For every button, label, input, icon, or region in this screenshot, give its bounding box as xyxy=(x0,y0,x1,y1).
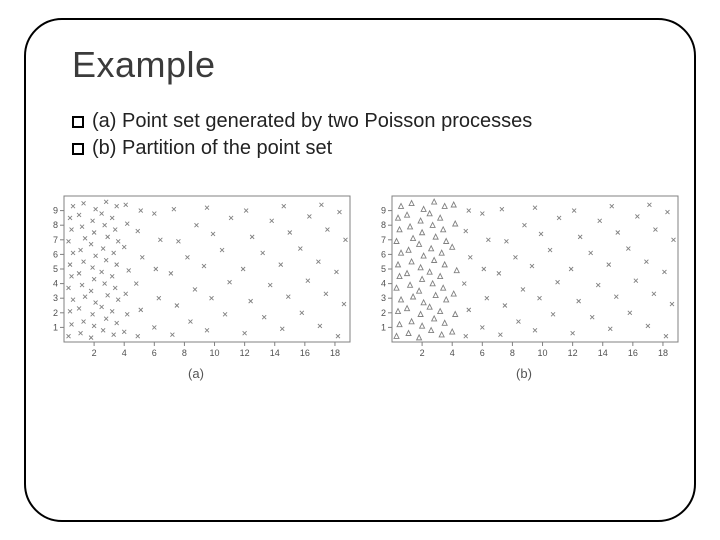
svg-text:16: 16 xyxy=(300,348,310,358)
charts-row: 24681012141618123456789 (a) 246810121416… xyxy=(36,190,684,381)
svg-text:18: 18 xyxy=(658,348,668,358)
svg-text:4: 4 xyxy=(450,348,455,358)
svg-text:1: 1 xyxy=(53,322,58,332)
svg-text:2: 2 xyxy=(92,348,97,358)
chart-a-cell: 24681012141618123456789 (a) xyxy=(36,190,356,381)
svg-text:8: 8 xyxy=(182,348,187,358)
svg-text:3: 3 xyxy=(53,293,58,303)
svg-text:10: 10 xyxy=(538,348,548,358)
slide: Example (a) Point set generated by two P… xyxy=(0,0,720,540)
svg-text:6: 6 xyxy=(381,249,386,259)
svg-text:2: 2 xyxy=(420,348,425,358)
svg-text:8: 8 xyxy=(53,220,58,230)
chart-b-caption: (b) xyxy=(364,366,684,381)
svg-text:1: 1 xyxy=(381,322,386,332)
svg-text:5: 5 xyxy=(381,264,386,274)
svg-text:2: 2 xyxy=(53,308,58,318)
chart-b: 24681012141618123456789 xyxy=(364,190,684,360)
svg-text:7: 7 xyxy=(381,235,386,245)
svg-text:6: 6 xyxy=(53,249,58,259)
chart-a-caption: (a) xyxy=(36,366,356,381)
svg-text:4: 4 xyxy=(381,279,386,289)
svg-text:18: 18 xyxy=(330,348,340,358)
bullet-text: (b) Partition of the point set xyxy=(92,135,332,162)
svg-text:14: 14 xyxy=(598,348,608,358)
svg-text:4: 4 xyxy=(122,348,127,358)
bullet-item: (b) Partition of the point set xyxy=(72,135,532,162)
svg-text:9: 9 xyxy=(381,206,386,216)
chart-b-cell: 24681012141618123456789 (b) xyxy=(364,190,684,381)
svg-text:4: 4 xyxy=(53,279,58,289)
bullet-square-icon xyxy=(72,116,84,128)
svg-text:6: 6 xyxy=(480,348,485,358)
bullet-square-icon xyxy=(72,143,84,155)
bullet-text: (a) Point set generated by two Poisson p… xyxy=(92,108,532,135)
svg-text:8: 8 xyxy=(381,220,386,230)
svg-text:12: 12 xyxy=(240,348,250,358)
svg-text:16: 16 xyxy=(628,348,638,358)
svg-text:3: 3 xyxy=(381,293,386,303)
svg-text:12: 12 xyxy=(568,348,578,358)
slide-title: Example xyxy=(72,44,216,86)
svg-text:2: 2 xyxy=(381,308,386,318)
svg-text:10: 10 xyxy=(210,348,220,358)
bullet-item: (a) Point set generated by two Poisson p… xyxy=(72,108,532,135)
svg-text:14: 14 xyxy=(270,348,280,358)
chart-a: 24681012141618123456789 xyxy=(36,190,356,360)
svg-text:7: 7 xyxy=(53,235,58,245)
svg-text:6: 6 xyxy=(152,348,157,358)
svg-text:9: 9 xyxy=(53,206,58,216)
bullet-list: (a) Point set generated by two Poisson p… xyxy=(72,108,532,162)
svg-text:5: 5 xyxy=(53,264,58,274)
svg-text:8: 8 xyxy=(510,348,515,358)
